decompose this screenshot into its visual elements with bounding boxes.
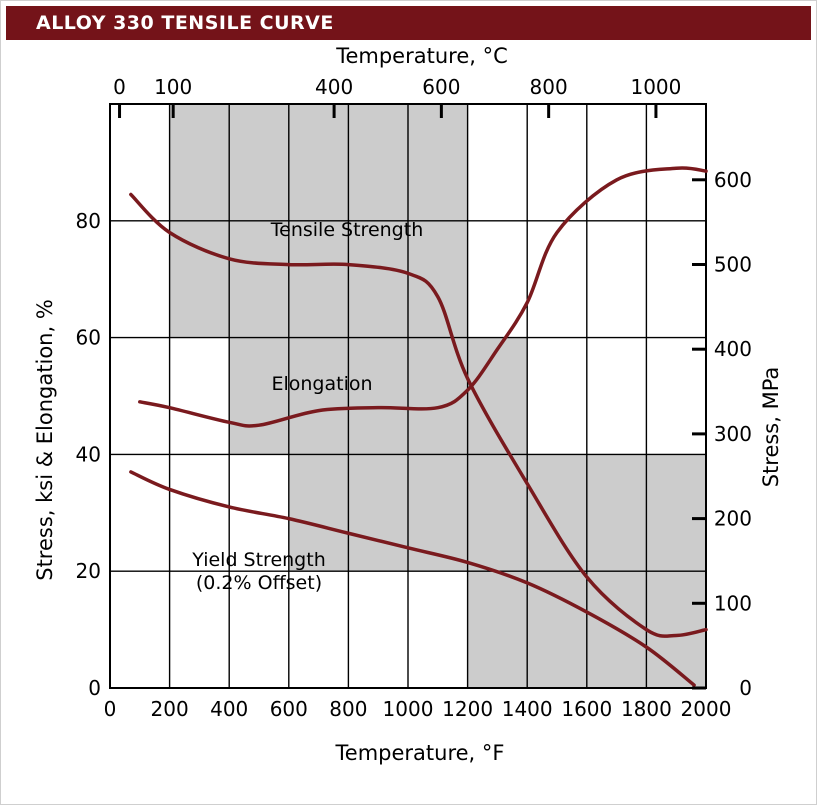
x-tick-label: 600 bbox=[270, 697, 308, 721]
x-tick-label: 1400 bbox=[502, 697, 553, 721]
y2-tick-label: 200 bbox=[714, 507, 752, 531]
y-tick-label: 0 bbox=[88, 676, 101, 700]
x-tick-label: 800 bbox=[329, 697, 367, 721]
x-axis-label: Temperature, °F bbox=[335, 741, 505, 765]
x2-tick-label: 1000 bbox=[630, 75, 681, 99]
x-tick-label: 400 bbox=[210, 697, 248, 721]
y2-tick-label: 600 bbox=[714, 168, 752, 192]
y-tick-label: 20 bbox=[76, 559, 101, 583]
y-axis-label: Stress, ksi & Elongation, % bbox=[33, 299, 57, 581]
annotation-tensile-strength: Tensile Strength bbox=[270, 219, 423, 241]
y2-tick-label: 100 bbox=[714, 591, 752, 615]
x-tick-label: 200 bbox=[151, 697, 189, 721]
x-tick-label: 2000 bbox=[681, 697, 732, 721]
series-line-1 bbox=[138, 166, 708, 428]
x2-tick-label: 0 bbox=[113, 75, 126, 99]
annotation-yield-offset: (0.2% Offset) bbox=[196, 572, 322, 594]
series-line-2 bbox=[129, 470, 696, 687]
x2-tick-label: 800 bbox=[530, 75, 568, 99]
x-tick-label: 1000 bbox=[383, 697, 434, 721]
x2-tick-label: 600 bbox=[422, 75, 460, 99]
chart-title: ALLOY 330 TENSILE CURVE bbox=[36, 12, 334, 34]
x2-tick-label: 100 bbox=[154, 75, 192, 99]
y-tick-label: 80 bbox=[76, 209, 101, 233]
plot-border bbox=[109, 103, 707, 689]
x-tick-label: 1200 bbox=[442, 697, 493, 721]
y-tick-label: 40 bbox=[76, 442, 101, 466]
y-tick-label: 60 bbox=[76, 326, 101, 350]
x-tick-label: 1800 bbox=[621, 697, 672, 721]
y2-tick-label: 0 bbox=[739, 676, 752, 700]
annotation-elongation: Elongation bbox=[271, 373, 372, 395]
chart-header: ALLOY 330 TENSILE CURVE bbox=[6, 6, 811, 40]
series-line-0 bbox=[129, 192, 708, 638]
x-tick-label: 0 bbox=[104, 697, 117, 721]
y2-axis-label: Stress, MPa bbox=[759, 367, 783, 488]
x2-axis-label: Temperature, °C bbox=[335, 44, 508, 68]
y2-tick-label: 500 bbox=[714, 252, 752, 276]
annotation-yield-strength: Yield Strength bbox=[191, 549, 325, 571]
y2-tick-label: 400 bbox=[714, 337, 752, 361]
shaded-region-3 bbox=[288, 454, 468, 572]
y2-tick-label: 300 bbox=[714, 422, 752, 446]
x-tick-label: 1600 bbox=[561, 697, 612, 721]
x2-tick-label: 400 bbox=[315, 75, 353, 99]
